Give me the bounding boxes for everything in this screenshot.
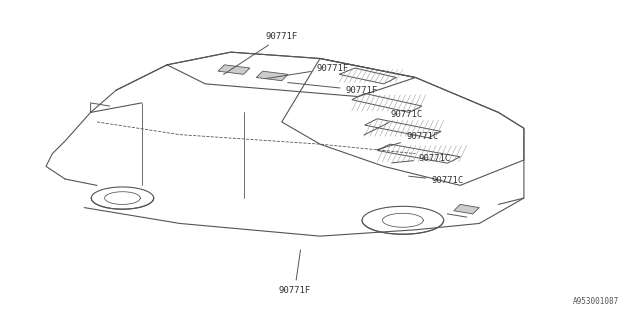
Text: 90771C: 90771C <box>392 154 451 163</box>
Polygon shape <box>256 71 288 81</box>
Text: A953001087: A953001087 <box>573 297 620 306</box>
Polygon shape <box>454 204 479 214</box>
Text: 90771F: 90771F <box>223 32 298 75</box>
Text: 90771F: 90771F <box>266 63 349 79</box>
Text: 90771C: 90771C <box>364 109 422 135</box>
Text: 90771C: 90771C <box>377 132 438 150</box>
Text: 90771F: 90771F <box>288 83 378 95</box>
Text: 90771F: 90771F <box>278 250 311 295</box>
Text: 90771C: 90771C <box>409 176 464 185</box>
Polygon shape <box>218 65 250 74</box>
